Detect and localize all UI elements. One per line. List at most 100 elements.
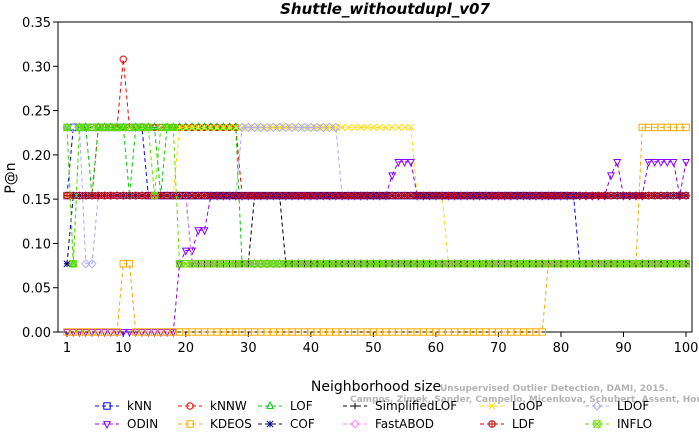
data-point — [470, 192, 477, 199]
data-point — [638, 260, 646, 268]
legend-label: LoOP — [512, 399, 543, 413]
data-point — [299, 122, 310, 133]
data-point — [94, 123, 102, 131]
data-point — [244, 260, 252, 268]
y-axis-label: P@n — [3, 162, 19, 193]
data-point — [163, 123, 171, 131]
data-point — [201, 123, 209, 131]
data-point — [351, 192, 358, 199]
legend-item-fastabod: FastABOD — [343, 417, 434, 431]
data-point — [106, 122, 115, 131]
data-point — [656, 159, 665, 168]
data-point — [150, 192, 159, 200]
data-point — [132, 192, 139, 199]
data-point — [326, 260, 334, 268]
data-point — [182, 192, 189, 199]
legend-label: KDEOS — [210, 417, 252, 431]
data-point — [401, 260, 409, 268]
data-point — [170, 192, 177, 199]
data-point — [576, 192, 583, 199]
data-point — [606, 172, 615, 181]
data-point — [407, 260, 415, 268]
data-point — [420, 192, 427, 199]
data-point — [238, 192, 246, 199]
data-point — [163, 192, 171, 199]
data-point — [156, 329, 165, 338]
data-point — [182, 123, 190, 131]
data-point — [82, 192, 89, 199]
data-point — [194, 260, 202, 268]
data-point — [126, 192, 133, 199]
data-point — [401, 123, 409, 131]
data-point — [125, 329, 134, 338]
data-point — [294, 260, 302, 268]
data-point — [388, 192, 396, 199]
data-point — [639, 192, 646, 199]
data-point — [376, 260, 384, 268]
data-point — [476, 260, 484, 268]
data-point — [519, 260, 527, 268]
data-point — [200, 227, 209, 236]
data-point — [564, 192, 571, 199]
data-point — [101, 192, 108, 199]
data-point — [226, 260, 234, 268]
data-point — [576, 260, 584, 268]
data-point — [382, 260, 390, 268]
data-point — [357, 123, 365, 131]
data-point — [681, 159, 691, 168]
data-point — [282, 192, 290, 199]
data-point — [256, 258, 265, 267]
data-point — [488, 420, 496, 428]
data-point — [332, 260, 340, 268]
data-point — [213, 260, 221, 268]
y-tick-label: 0.30 — [22, 60, 51, 75]
data-point — [488, 420, 496, 428]
data-point — [219, 123, 227, 131]
legend-item-knn: kNN — [95, 399, 152, 413]
data-point — [263, 192, 271, 199]
data-point — [88, 192, 96, 199]
data-point — [350, 419, 360, 429]
data-point — [338, 192, 346, 199]
data-point — [351, 402, 359, 410]
data-point — [288, 192, 296, 199]
data-point — [232, 260, 240, 268]
data-point — [250, 258, 259, 267]
data-point — [176, 192, 183, 199]
data-point — [195, 192, 202, 199]
data-point — [363, 123, 371, 131]
data-point — [232, 123, 240, 131]
x-tick-label: 70 — [490, 341, 507, 356]
data-point — [226, 192, 233, 199]
y-tick-label: 0.35 — [22, 16, 51, 31]
data-point — [231, 122, 240, 131]
data-point — [276, 192, 283, 199]
data-point — [157, 123, 165, 131]
data-point — [138, 123, 146, 131]
data-point — [82, 123, 90, 131]
data-point — [81, 122, 90, 131]
data-point — [326, 192, 333, 199]
data-point — [538, 328, 546, 336]
data-point — [488, 192, 496, 199]
data-point — [682, 192, 690, 199]
data-point — [332, 192, 340, 199]
data-point — [351, 260, 359, 268]
data-point — [538, 260, 546, 268]
data-point — [281, 122, 291, 133]
data-point — [614, 192, 621, 199]
data-point — [632, 260, 640, 268]
legend-label: kNN — [127, 399, 152, 413]
data-point — [69, 258, 78, 267]
legend: kNN kNNW LOF SimplifiedLOF LoOP LDOF ODIN KDEOS… — [95, 399, 652, 431]
data-point — [613, 159, 622, 168]
data-point — [451, 192, 458, 199]
data-point — [119, 123, 127, 131]
data-point — [538, 192, 546, 199]
plot-area — [57, 21, 693, 333]
data-point — [388, 172, 397, 181]
data-point — [95, 192, 102, 199]
data-point — [243, 122, 254, 133]
data-point — [363, 192, 371, 199]
data-point — [620, 192, 627, 199]
